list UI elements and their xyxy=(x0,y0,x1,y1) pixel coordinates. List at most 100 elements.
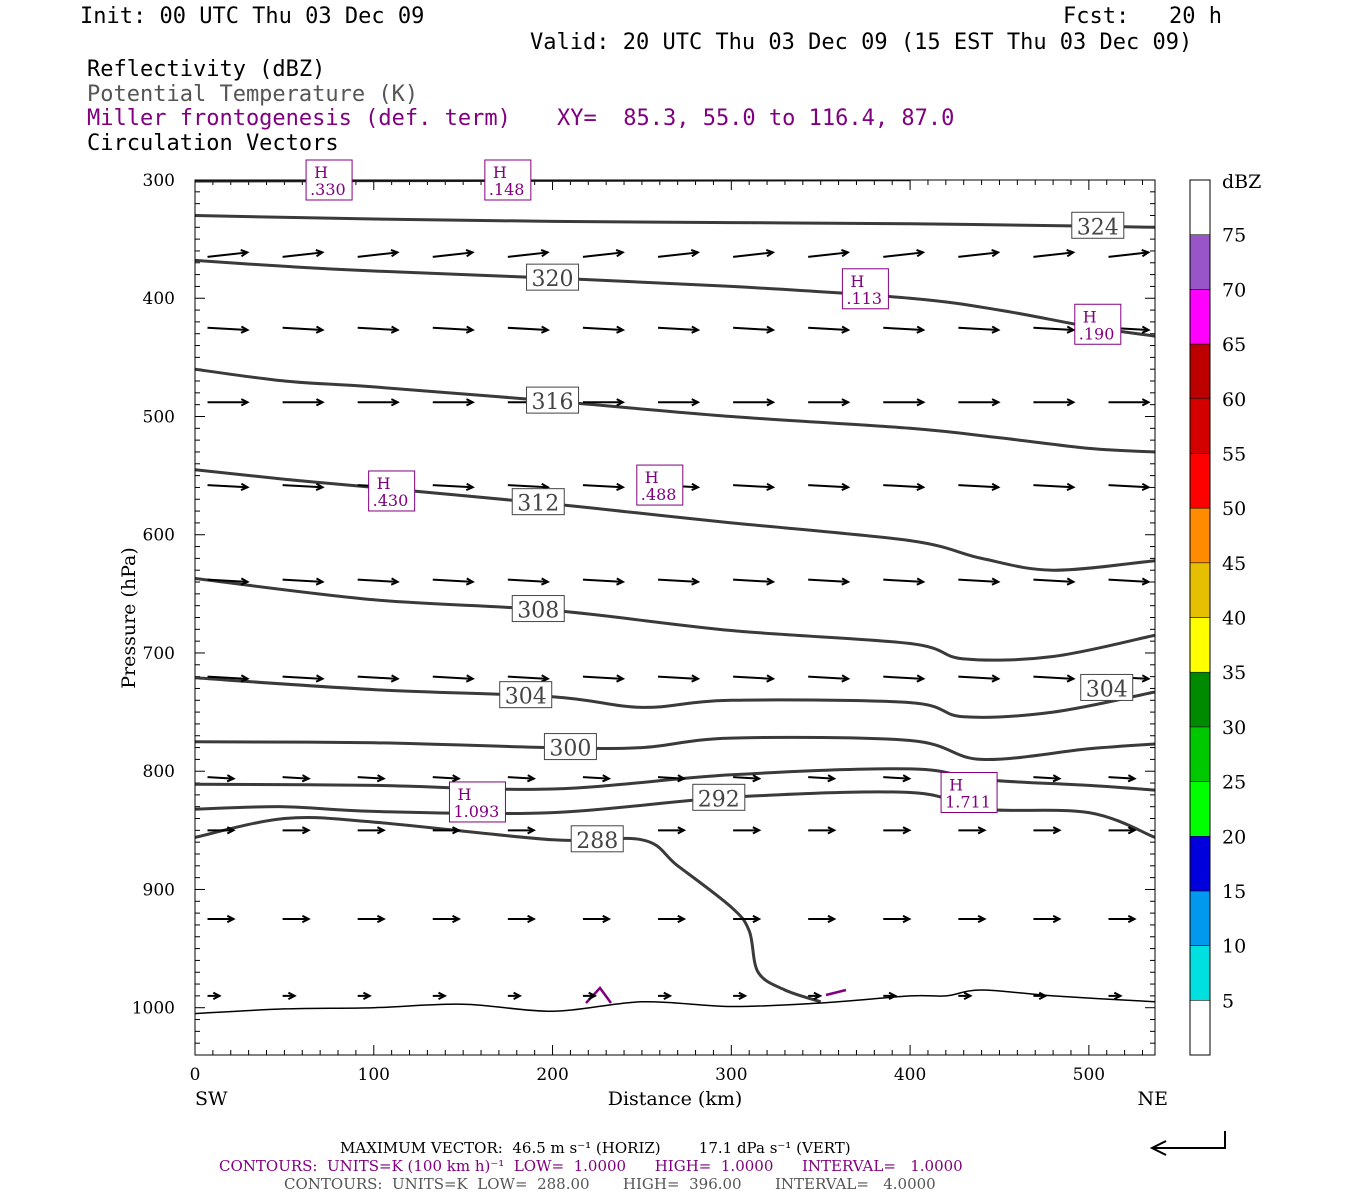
circulation-vector xyxy=(207,776,234,780)
frontogenesis-max-value: .430 xyxy=(373,491,409,510)
cross-section-xy: XY= 85.3, 55.0 to 116.4, 87.0 xyxy=(557,106,955,131)
frontogenesis-max-box xyxy=(368,470,416,512)
colorbar-swatch xyxy=(1189,398,1211,454)
frontogenesis-max-label: H xyxy=(850,272,864,291)
colorbar-swatch xyxy=(1189,671,1211,728)
circulation-vector-head xyxy=(616,577,626,586)
circulation-vector xyxy=(507,776,534,780)
circulation-vector xyxy=(1108,251,1149,258)
circulation-vector-head xyxy=(691,398,701,407)
init-time: Init: 00 UTC Thu 03 Dec 09 xyxy=(80,4,425,29)
circulation-vector-head xyxy=(616,674,626,683)
colorbar-level-label: 40 xyxy=(1222,608,1246,630)
circulation-vector-head xyxy=(465,249,475,258)
circulation-vector-head xyxy=(766,325,776,334)
x-tick-label: 300 xyxy=(715,1065,747,1085)
circulation-vector xyxy=(883,326,924,332)
theta-label: 288 xyxy=(576,829,618,854)
circulation-vector xyxy=(507,484,548,489)
circulation-vector-head xyxy=(841,482,851,492)
circulation-vector xyxy=(282,776,309,780)
circulation-vector-head xyxy=(1141,325,1151,334)
y-tick-label: 500 xyxy=(143,407,175,427)
circulation-vector xyxy=(432,675,473,680)
colorbar-swatch xyxy=(1189,343,1211,399)
circulation-vector xyxy=(958,326,999,332)
circulation-vector xyxy=(432,578,473,583)
circulation-vector-head xyxy=(841,325,851,334)
theta-label: 308 xyxy=(517,599,559,624)
colorbar-level-label: 35 xyxy=(1222,662,1246,684)
theta-label: 304 xyxy=(505,685,547,710)
y-tick-label: 700 xyxy=(143,644,175,664)
theta-contour xyxy=(195,735,1155,762)
colorbar-level-label: 50 xyxy=(1222,498,1246,520)
circulation-vector-head xyxy=(902,914,912,924)
theta-label-box xyxy=(543,733,597,761)
theta-label-box xyxy=(570,825,624,853)
circulation-vector xyxy=(282,484,323,489)
circulation-vector xyxy=(657,326,699,332)
circulation-vector-head xyxy=(1066,398,1076,407)
circulation-vector-head xyxy=(465,482,475,492)
frontogenesis-max-label: H xyxy=(377,474,391,493)
circulation-vector xyxy=(958,251,999,258)
circulation-vector-head xyxy=(916,577,926,586)
circulation-vector-head xyxy=(226,826,236,835)
frontogenesis-max-box xyxy=(636,464,684,506)
frontogenesis-max-value: .330 xyxy=(310,180,346,199)
circulation-vector-head xyxy=(841,577,851,586)
colorbar-level-label: 45 xyxy=(1222,553,1246,575)
frontogenesis-max-label: H xyxy=(1083,307,1097,326)
circulation-vector xyxy=(282,675,323,680)
circulation-vector xyxy=(432,484,473,489)
colorbar-title: dBZ xyxy=(1222,171,1261,193)
circulation-vector xyxy=(733,675,774,680)
frontogenesis-max-value: .148 xyxy=(489,180,525,199)
circulation-vector-head xyxy=(766,674,776,683)
colorbar-frame xyxy=(1189,179,1211,1056)
colorbar-level-label: 20 xyxy=(1222,826,1246,848)
field-potential-temperature: Potential Temperature (K) xyxy=(87,82,419,107)
circulation-vector-head xyxy=(841,398,851,407)
circulation-vector-head xyxy=(451,774,461,783)
circulation-vector xyxy=(657,776,685,780)
colorbar-swatch xyxy=(1189,617,1211,673)
circulation-vector-head xyxy=(813,991,823,1000)
circulation-vector-head xyxy=(1141,674,1151,683)
circulation-vector xyxy=(808,675,849,680)
colorbar-swatch xyxy=(1189,890,1211,946)
circulation-vector xyxy=(582,578,623,583)
circulation-vector-head xyxy=(1052,774,1062,783)
circulation-vector-head xyxy=(226,914,236,924)
colorbar-swatch xyxy=(1189,289,1211,345)
circulation-vector-head xyxy=(513,991,522,1000)
circulation-vector-head xyxy=(888,991,898,1000)
circulation-vector-head xyxy=(691,674,701,683)
theta-contour xyxy=(195,815,822,1004)
valid-time: Valid: 20 UTC Thu 03 Dec 09 (15 EST Thu … xyxy=(530,30,1193,55)
circulation-vector xyxy=(357,578,398,583)
frontogenesis-max-value: .190 xyxy=(1079,324,1115,343)
y-tick-label: 400 xyxy=(143,289,175,309)
circulation-vector-head xyxy=(991,249,1001,258)
circulation-vector-head xyxy=(240,577,250,586)
theta-label: 324 xyxy=(1077,215,1119,240)
circulation-vector xyxy=(883,484,924,489)
circulation-vector-head xyxy=(390,398,400,407)
colorbar-level-label: 15 xyxy=(1222,881,1246,903)
colorbar-level-label: 55 xyxy=(1222,443,1246,465)
circulation-vector-head xyxy=(916,482,926,492)
return-arrow-icon xyxy=(1149,1131,1226,1156)
plot-area xyxy=(195,180,1155,1015)
circulation-vector-head xyxy=(916,249,926,258)
circulation-vector xyxy=(883,251,924,258)
circulation-vector-head xyxy=(752,774,762,783)
frontogenesis-max-value: .488 xyxy=(641,485,677,504)
circulation-vector-head xyxy=(362,991,372,1000)
y-tick-label: 800 xyxy=(143,762,175,782)
circulation-vector xyxy=(958,675,999,680)
circulation-vector-head xyxy=(616,325,626,334)
circulation-vector xyxy=(582,675,623,680)
